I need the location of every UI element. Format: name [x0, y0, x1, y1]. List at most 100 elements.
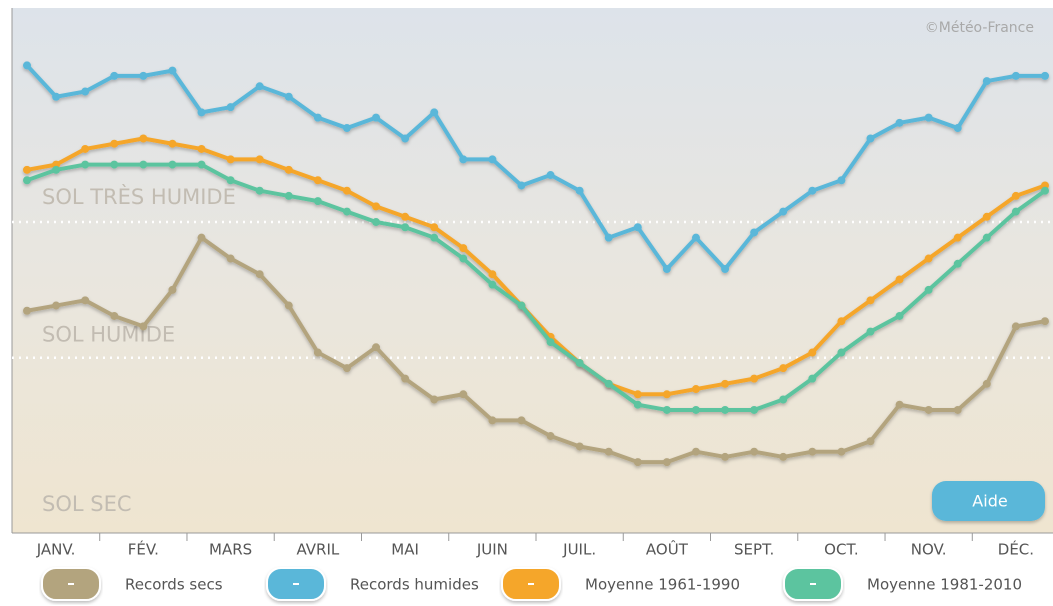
point — [342, 124, 351, 133]
legend-item[interactable]: Moyenne 1961-1990 — [501, 567, 740, 601]
point — [459, 390, 468, 399]
point — [1011, 191, 1020, 200]
x-tick-label: MARS — [209, 541, 252, 559]
point — [255, 186, 264, 195]
point — [779, 395, 788, 404]
x-tick-label: FÉV. — [128, 540, 159, 559]
point — [604, 447, 613, 456]
point — [517, 181, 526, 190]
point — [52, 165, 61, 174]
point — [575, 186, 584, 195]
source: ©Météo-France — [925, 20, 1034, 36]
series — [23, 61, 1049, 273]
x-tick-label: JANV. — [36, 541, 76, 559]
point — [953, 124, 962, 133]
point — [779, 364, 788, 373]
point — [52, 301, 61, 310]
point — [691, 405, 700, 414]
point — [197, 108, 206, 117]
zone-label: SOL HUMIDE — [42, 323, 175, 347]
point — [691, 233, 700, 242]
point — [23, 176, 31, 185]
point — [721, 452, 730, 461]
point — [459, 244, 468, 253]
point — [313, 113, 322, 122]
point — [139, 322, 148, 331]
point — [1041, 71, 1049, 80]
help-button[interactable]: Aide — [932, 481, 1045, 521]
point — [81, 87, 90, 96]
point — [633, 458, 642, 467]
point — [81, 296, 90, 305]
legend-item[interactable]: Moyenne 1981-2010 — [783, 567, 1022, 601]
point — [372, 343, 381, 352]
point — [866, 134, 875, 143]
point — [372, 113, 381, 122]
point — [604, 233, 613, 242]
point — [430, 108, 439, 117]
point — [401, 134, 410, 143]
button-shape[interactable] — [932, 481, 1045, 521]
point — [895, 275, 904, 284]
point — [691, 385, 700, 394]
point — [197, 144, 206, 153]
series-line — [26, 162, 1047, 412]
point — [953, 259, 962, 268]
point — [924, 113, 933, 122]
point — [808, 186, 817, 195]
point — [401, 374, 410, 383]
legend-label[interactable]: Records secs — [125, 576, 223, 594]
point — [895, 311, 904, 320]
point — [197, 233, 206, 242]
point — [982, 77, 991, 86]
point — [488, 416, 497, 425]
x-tick-label: DÉC. — [998, 540, 1034, 559]
point — [721, 265, 730, 273]
point — [895, 400, 904, 409]
point — [895, 118, 904, 127]
point — [139, 134, 148, 143]
point — [197, 160, 206, 169]
point — [662, 458, 671, 467]
series — [23, 160, 1049, 414]
point — [721, 405, 730, 414]
point — [662, 390, 671, 399]
legend-item[interactable]: Records humides — [266, 567, 479, 601]
button-label[interactable]: Aide — [972, 492, 1007, 511]
legend-label[interactable]: Records humides — [350, 576, 479, 594]
point — [313, 176, 322, 185]
point — [284, 165, 293, 174]
point — [52, 92, 61, 101]
legend-label[interactable]: Moyenne 1961-1990 — [585, 576, 740, 594]
point — [837, 176, 846, 185]
point — [313, 197, 322, 206]
point — [342, 207, 351, 216]
point — [226, 155, 235, 164]
point — [81, 144, 90, 153]
point — [255, 270, 264, 279]
point — [342, 186, 351, 195]
point — [924, 254, 933, 263]
point — [982, 212, 991, 221]
point — [604, 379, 613, 388]
point — [866, 327, 875, 336]
point — [924, 405, 933, 414]
point — [837, 447, 846, 456]
point — [430, 395, 439, 404]
point — [953, 405, 962, 414]
point — [81, 160, 90, 169]
point — [342, 364, 351, 373]
legend-item[interactable]: Records secs — [41, 567, 223, 601]
point — [575, 358, 584, 367]
point — [110, 71, 119, 80]
legend-label[interactable]: Moyenne 1981-2010 — [867, 576, 1022, 594]
point — [779, 452, 788, 461]
x-tick-label: SEPT. — [734, 541, 774, 559]
point — [372, 202, 381, 211]
point — [546, 432, 555, 441]
point — [401, 212, 410, 221]
point — [808, 374, 817, 383]
point — [866, 296, 875, 305]
point — [750, 447, 759, 456]
series — [23, 233, 1049, 467]
